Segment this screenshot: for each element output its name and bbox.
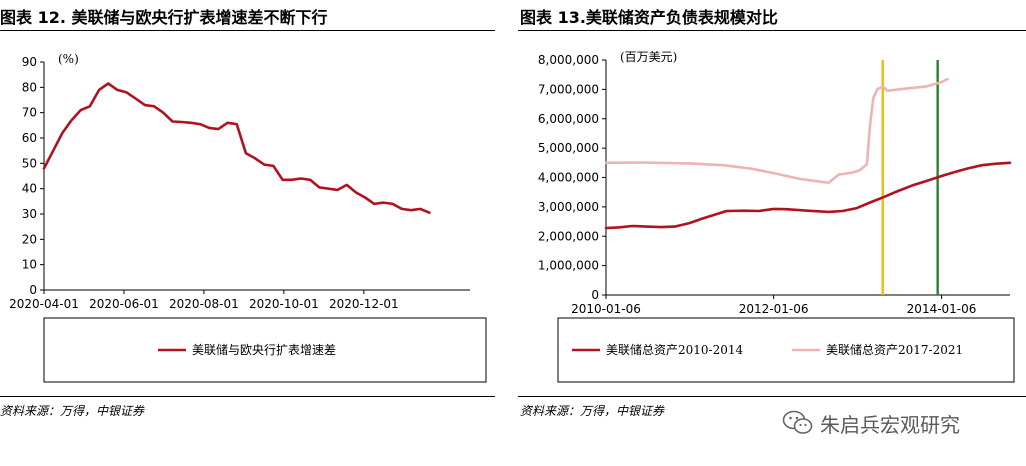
left-y-tick-label: 60 [22, 131, 37, 145]
right-unit-label: (百万美元) [620, 50, 677, 64]
left-title-rule [0, 30, 495, 31]
right-source-rule [518, 396, 1026, 397]
right-title-rule [518, 30, 1026, 31]
left-x-tick-label: 2020-04-01 [9, 297, 79, 311]
left-unit-label: (%) [58, 52, 79, 66]
left-y-tick-label: 80 [22, 80, 37, 94]
right-source-note: 资料来源：万得，中银证券 [520, 404, 665, 418]
right-legend-box [557, 317, 1015, 383]
right-y-tick-label: 4,000,000 [538, 171, 599, 185]
right-y-tick-label: 3,000,000 [538, 200, 599, 214]
left-y-tick-label: 0 [29, 283, 37, 297]
left-legend-label-1: 美联储与欧央行扩表增速差 [192, 342, 336, 357]
watermark: 朱启兵宏观研究 [782, 405, 960, 441]
left-x-tick-label: 2020-08-01 [169, 297, 239, 311]
left-chart-title: 图表 12. 美联储与欧央行扩表增速差不断下行 [0, 8, 328, 27]
left-source-rule [0, 396, 495, 397]
right-x-tick-label: 2014-01-06 [907, 302, 977, 316]
right-series-line-1 [604, 161, 1012, 230]
right-legend-label-2: 美联储总资产2017-2021 [826, 342, 963, 357]
left-y-tick-label: 20 [22, 232, 37, 246]
right-legend-label-1: 美联储总资产2010-2014 [606, 342, 743, 357]
left-y-tick-label: 30 [22, 207, 37, 221]
right-y-tick-label: 2,000,000 [538, 229, 599, 243]
left-x-tick-label: 2020-06-01 [89, 297, 159, 311]
left-x-tick-label: 2020-10-01 [249, 297, 319, 311]
wechat-icon [782, 410, 813, 434]
right-y-tick-label: 0 [591, 288, 599, 302]
left-y-tick-label: 10 [22, 258, 37, 272]
right-x-tick-label: 2012-01-06 [739, 302, 809, 316]
left-y-tick-label: 40 [22, 182, 37, 196]
left-y-tick-label: 50 [22, 156, 37, 170]
right-chart-title: 图表 13.美联储资产负债表规模对比 [520, 8, 778, 27]
left-source-note: 资料来源：万得，中银证券 [0, 404, 145, 418]
right-series-line-2 [604, 77, 949, 185]
left-y-tick-label: 90 [22, 55, 37, 69]
right-y-tick-label: 6,000,000 [538, 112, 599, 126]
left-x-tick-label: 2020-12-01 [329, 297, 399, 311]
right-x-tick-label: 2010-01-06 [571, 302, 641, 316]
right-y-tick-label: 1,000,000 [538, 259, 599, 273]
left-series-line-1 [42, 82, 431, 214]
watermark-text: 朱启兵宏观研究 [820, 412, 960, 437]
right-y-tick-label: 5,000,000 [538, 141, 599, 155]
right-y-tick-label: 7,000,000 [538, 82, 599, 96]
right-y-tick-label: 8,000,000 [538, 53, 599, 67]
left-y-tick-label: 70 [22, 106, 37, 120]
left-legend-box [43, 317, 487, 383]
